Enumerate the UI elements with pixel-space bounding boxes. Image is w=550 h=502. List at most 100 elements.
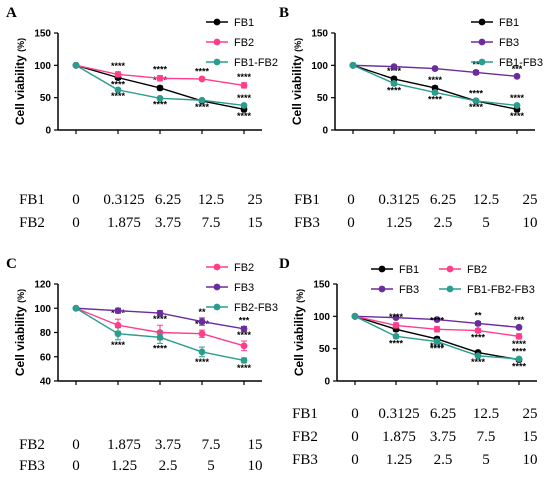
significance-label: **** xyxy=(387,85,402,95)
dose-row-name: FB3 xyxy=(294,215,320,231)
dose-value: 0.3125 xyxy=(378,406,419,422)
y-tick-label: 100 xyxy=(34,304,51,315)
significance-label: **** xyxy=(428,94,443,104)
dose-value: 0.3125 xyxy=(103,192,144,208)
dose-row-name: FB2 xyxy=(19,437,45,453)
significance-label: **** xyxy=(512,347,527,357)
legend-marker xyxy=(213,58,221,66)
data-point xyxy=(240,81,248,89)
legend-entry: FB3 xyxy=(206,282,254,294)
data-point xyxy=(351,312,359,320)
data-point xyxy=(472,69,480,76)
significance-label: **** xyxy=(153,343,168,353)
dose-value: 12.5 xyxy=(473,406,499,422)
y-tick-label: 100 xyxy=(311,61,328,72)
significance-label: **** xyxy=(510,93,525,103)
data-point xyxy=(198,348,206,356)
y-tick-label: 40 xyxy=(40,377,52,388)
data-point xyxy=(392,321,400,329)
data-point xyxy=(240,325,248,333)
y-tick-label: 80 xyxy=(40,328,52,339)
y-tick-label: 150 xyxy=(313,280,330,291)
data-point xyxy=(198,96,206,104)
dose-row-name: FB1 xyxy=(19,192,45,208)
y-tick-label: 0 xyxy=(322,126,328,137)
significance-label: **** xyxy=(471,333,486,343)
data-point xyxy=(474,320,482,327)
data-point xyxy=(72,61,80,69)
data-point xyxy=(72,304,80,312)
data-point xyxy=(114,86,122,94)
dose-value: 25 xyxy=(523,406,538,422)
y-tick-label: 50 xyxy=(319,344,331,355)
series-fb1-fb2: ************ xyxy=(72,61,252,110)
legend-label: FB3 xyxy=(234,282,254,294)
significance-label: **** xyxy=(389,312,404,322)
dose-value: 5 xyxy=(482,215,490,231)
dose-value: 10 xyxy=(523,452,538,468)
y-axis-unit: (%) xyxy=(293,38,303,52)
data-point xyxy=(431,89,439,96)
dose-value: 12.5 xyxy=(198,192,224,208)
series-fb2: **** **** **** **** xyxy=(351,312,526,349)
data-point xyxy=(114,321,122,329)
data-point xyxy=(392,332,400,340)
legend-entry: FB1-FB3 xyxy=(471,57,543,69)
dose-value: 0 xyxy=(347,215,355,231)
legend-entry: FB1 xyxy=(371,264,419,276)
significance-label: **** xyxy=(153,65,168,75)
dose-value: 25 xyxy=(248,192,263,208)
legend-marker xyxy=(378,285,386,293)
series-fb3: ***** xyxy=(349,60,523,80)
data-point xyxy=(433,338,441,345)
y-tick-label: 50 xyxy=(317,93,329,104)
data-point xyxy=(515,332,523,340)
legend-marker xyxy=(478,38,486,46)
legend-marker xyxy=(213,38,221,46)
dose-row-name: FB1 xyxy=(294,192,320,208)
dose-value: 0 xyxy=(347,192,355,208)
dose-value: 7.5 xyxy=(202,215,221,231)
significance-label: **** xyxy=(430,316,445,326)
data-point xyxy=(431,65,439,72)
significance-label: **** xyxy=(111,340,126,350)
significance-label: **** xyxy=(111,91,126,101)
dose-row-name: FB3 xyxy=(19,458,45,474)
legend-entry: FB2-FB3 xyxy=(206,302,278,314)
dose-value: 1.25 xyxy=(386,452,412,468)
series-fb2: **** **** **** **** xyxy=(72,61,251,89)
y-tick-label: 150 xyxy=(34,29,51,40)
legend-marker xyxy=(478,18,486,26)
significance-label: **** xyxy=(111,80,126,90)
data-point xyxy=(156,94,164,102)
legend-entry: FB1-FB2-FB3 xyxy=(439,284,535,296)
data-point xyxy=(240,102,248,109)
data-point xyxy=(390,80,398,87)
significance-label: *** xyxy=(514,315,525,325)
dose-row-name: FB2 xyxy=(292,429,318,445)
data-point xyxy=(198,318,206,325)
legend-entry: FB3 xyxy=(471,37,519,49)
y-tick-label: 100 xyxy=(34,61,51,72)
dose-value: 10 xyxy=(248,458,263,474)
dose-value: 15 xyxy=(248,215,263,231)
significance-label: ** xyxy=(198,307,206,317)
significance-label: **** xyxy=(237,93,252,103)
y-axis-unit: (%) xyxy=(16,289,26,303)
y-axis-unit: (%) xyxy=(16,38,26,52)
data-point xyxy=(433,316,441,323)
significance-label: **** xyxy=(237,330,252,340)
dose-value: 15 xyxy=(523,429,538,445)
significance-label: **** xyxy=(153,100,168,110)
dose-value: 0 xyxy=(351,452,359,468)
panel-label: A xyxy=(6,5,17,21)
series-fb1-fb3: **** **** **** **** xyxy=(349,61,525,112)
dose-row-name: FB2 xyxy=(19,215,45,231)
significance-label: **** xyxy=(153,314,168,324)
data-point xyxy=(114,307,122,315)
series-fb1-fb2-fb3: **** **** **** **** xyxy=(351,312,527,367)
data-point xyxy=(472,97,480,105)
dose-value: 3.75 xyxy=(430,429,456,445)
significance-label: **** xyxy=(195,67,210,77)
